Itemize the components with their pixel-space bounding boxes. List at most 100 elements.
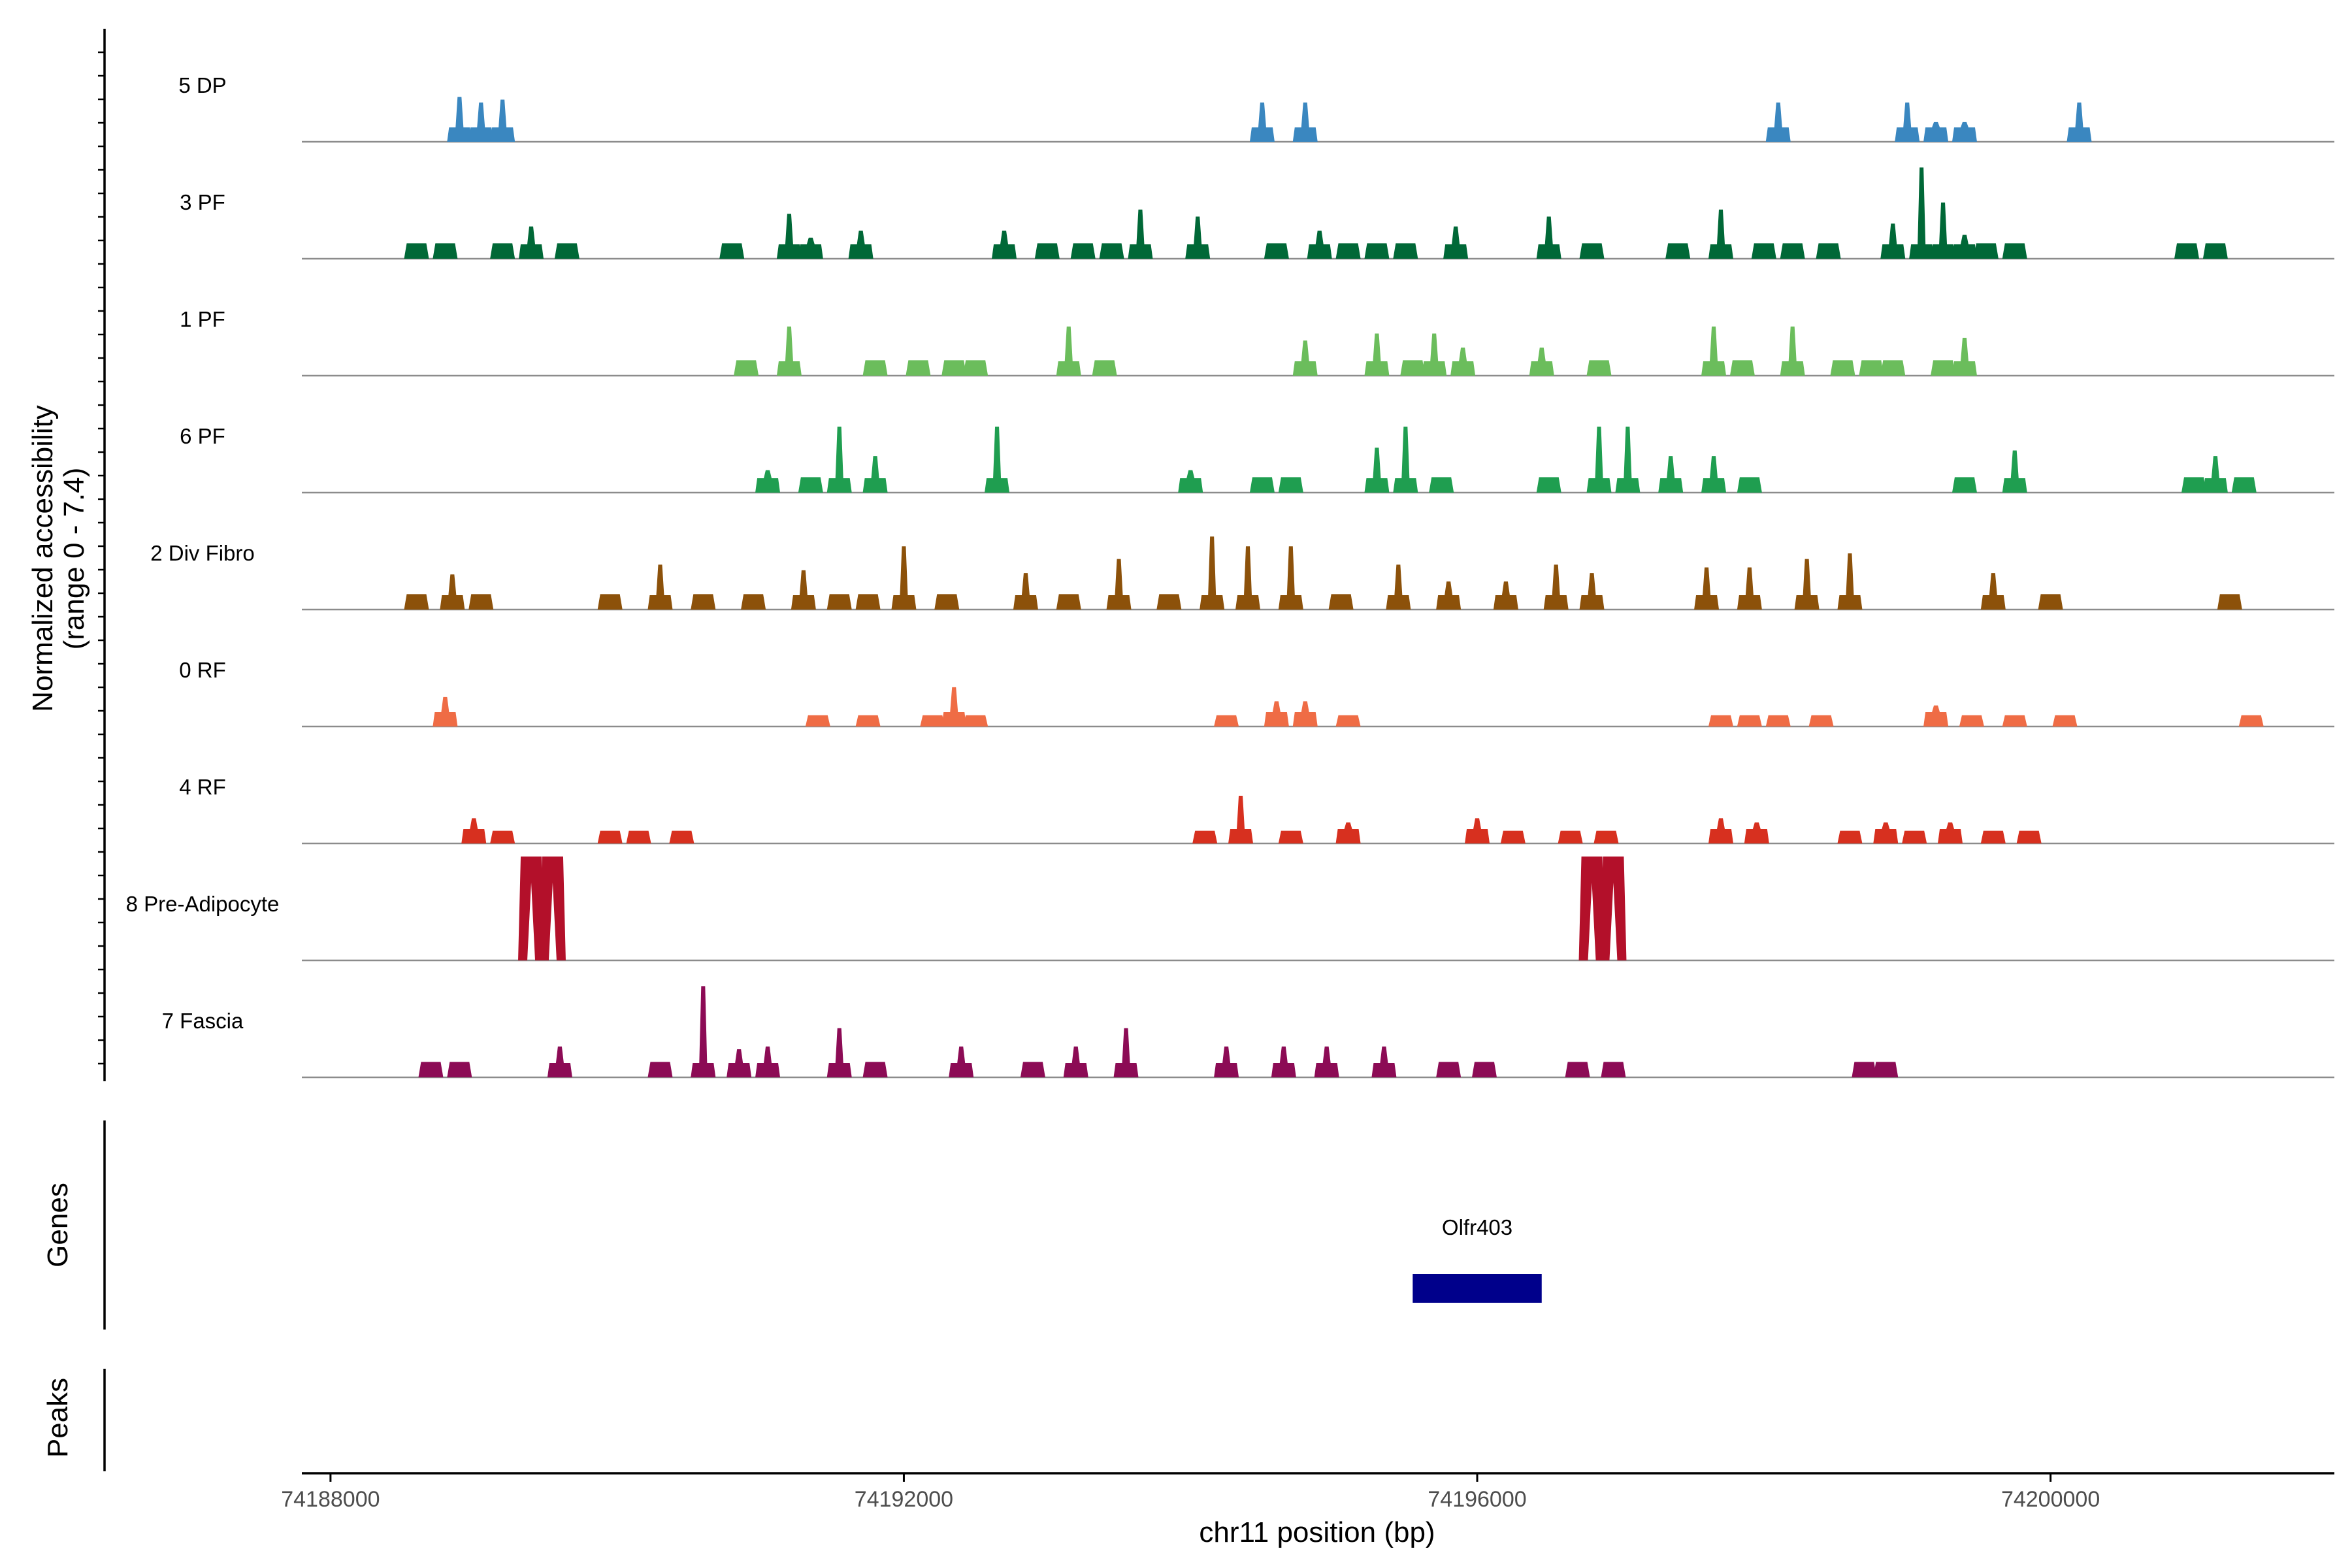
- coverage-peak: [1393, 243, 1418, 259]
- track-8-pre-adipocyte: 8 Pre-Adipocyte: [126, 857, 2334, 962]
- coverage-peak: [1178, 470, 1203, 493]
- track-3-pf: 3 PF: [180, 167, 2334, 260]
- track-6-pf: 6 PF: [180, 424, 2334, 494]
- coverage-peak: [433, 696, 458, 727]
- coverage-peak: [934, 594, 960, 610]
- coverage-peak: [1923, 705, 1949, 727]
- coverage-peak: [2016, 830, 2042, 843]
- coverage-peak: [826, 594, 852, 610]
- coverage-peak: [1586, 360, 1612, 376]
- x-tick-label: 74188000: [281, 1487, 380, 1512]
- track-2-div-fibro: 2 Div Fibro: [150, 536, 2334, 611]
- x-axis: 74188000 74192000 74196000 74200000: [281, 1472, 2334, 1512]
- coverage-peak: [1436, 581, 1462, 610]
- coverage-peak: [1959, 715, 1984, 727]
- coverage-peak: [949, 1046, 974, 1077]
- track-4-rf: 4 RF: [179, 775, 2334, 845]
- coverage-peak: [2038, 594, 2063, 610]
- coverage-peak: [1895, 102, 1920, 142]
- coverage-peak: [1909, 167, 1935, 259]
- coverage-peak: [1737, 477, 1762, 493]
- coverage-peak: [1859, 360, 1884, 376]
- coverage-peak: [992, 231, 1017, 259]
- coverage-peak: [1192, 830, 1218, 843]
- coverage-peak: [433, 243, 458, 259]
- coverage-peak: [1278, 830, 1303, 843]
- coverage-peak: [963, 360, 988, 376]
- coverage-peak: [2002, 715, 2027, 727]
- coverage-peak: [1063, 1046, 1088, 1077]
- coverage-peak: [519, 226, 544, 259]
- track-label: 6 PF: [180, 424, 225, 448]
- x-axis-title: chr11 position (bp): [1199, 1516, 1435, 1548]
- coverage-peak: [862, 1062, 888, 1077]
- coverage-peak: [1980, 830, 2006, 843]
- coverage-peak: [669, 830, 694, 843]
- coverage-peak: [1450, 348, 1476, 376]
- coverage-peak: [1558, 830, 1583, 843]
- track-label: 0 RF: [179, 658, 226, 682]
- coverage-peak: [798, 237, 823, 259]
- coverage-peak: [1292, 340, 1318, 376]
- coverage-peak: [1794, 559, 1820, 610]
- coverage-peak: [1952, 477, 1977, 493]
- coverage-peak: [1278, 477, 1303, 493]
- coverage-peak: [2066, 102, 2092, 142]
- coverage-peak: [1701, 326, 1727, 376]
- coverage-peak: [647, 1062, 673, 1077]
- coverage-peak: [1200, 536, 1225, 610]
- track-label: 1 PF: [180, 307, 225, 331]
- coverage-peak: [447, 97, 472, 142]
- coverage-peak: [468, 594, 494, 610]
- coverage-peak: [1214, 1046, 1239, 1077]
- coverage-peak: [1113, 1028, 1139, 1077]
- coverage-peak: [1708, 818, 1733, 843]
- coverage-peak: [1780, 243, 1805, 259]
- coverage-peak: [1020, 1062, 1045, 1077]
- coverage-peak: [1436, 1062, 1462, 1077]
- coverage-peak: [1249, 102, 1275, 142]
- coverage-tracks: 5 DP 3 PF 1 PF 6 PF 2 Div Fibro 0 RF 4 RF 8 Pre…: [126, 73, 2334, 1079]
- coverage-peak: [826, 1028, 852, 1077]
- coverage-peak: [1493, 581, 1518, 610]
- coverage-peak: [1980, 573, 2006, 610]
- coverage-peak: [755, 470, 781, 493]
- track-label: 7 Fascia: [162, 1009, 244, 1033]
- gene-body: [1413, 1274, 1542, 1303]
- coverage-peak: [1529, 348, 1554, 376]
- coverage-peak: [1465, 818, 1490, 843]
- track-5-dp: 5 DP: [178, 73, 2334, 143]
- coverage-peak: [490, 243, 515, 259]
- coverage-peak: [1830, 360, 1855, 376]
- coverage-peak: [1665, 243, 1691, 259]
- coverage-peak: [461, 818, 487, 843]
- coverage-peak: [1099, 243, 1124, 259]
- coverage-peak: [1335, 243, 1361, 259]
- coverage-peak: [1694, 567, 1720, 610]
- genes-panel-title: Genes: [42, 1183, 74, 1267]
- coverage-peak: [1185, 216, 1211, 259]
- coverage-peak: [776, 214, 802, 259]
- coverage-peak: [547, 1046, 572, 1077]
- coverage-peak: [1536, 477, 1561, 493]
- y-axis-title: Normalized accessibility: [27, 405, 59, 711]
- y-axis: [98, 29, 106, 1081]
- coverage-peak: [1701, 456, 1727, 493]
- coverage-peak: [1500, 830, 1526, 843]
- coverage-peak: [1235, 546, 1260, 610]
- coverage-peak: [404, 243, 429, 259]
- coverage-peak: [776, 326, 802, 376]
- coverage-peak: [1536, 216, 1561, 259]
- coverage-peak: [1952, 337, 1977, 376]
- coverage-peak: [1579, 243, 1605, 259]
- coverage-peak: [1070, 243, 1096, 259]
- coverage-peak: [1565, 1062, 1590, 1077]
- coverage-peak: [1902, 830, 1927, 843]
- coverage-peak: [1056, 594, 1081, 610]
- coverage-peak: [1600, 857, 1627, 960]
- coverage-peak: [1765, 102, 1791, 142]
- coverage-peak: [1708, 209, 1733, 259]
- track-label: 3 PF: [180, 190, 225, 214]
- coverage-peak: [1873, 1062, 1899, 1077]
- coverage-peak: [1156, 594, 1182, 610]
